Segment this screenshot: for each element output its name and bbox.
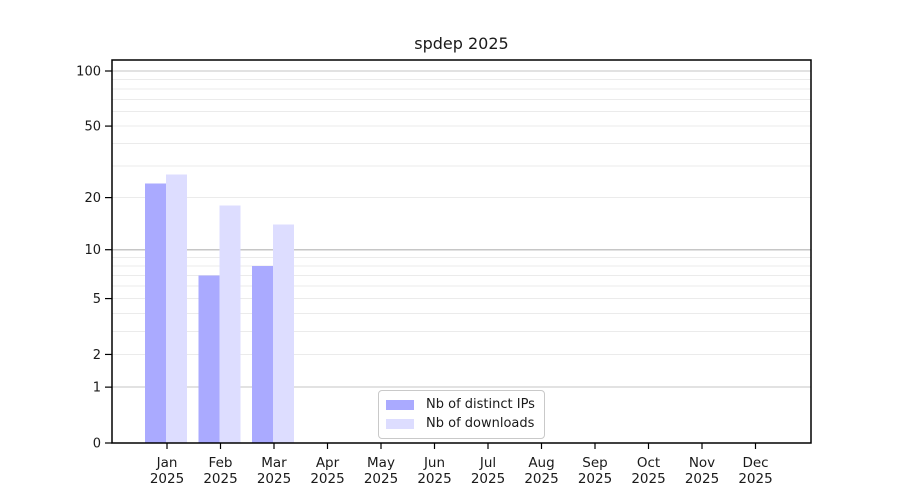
- x-axis-ticks: Jan2025Feb2025Mar2025Apr2025May2025Jun20…: [150, 443, 773, 487]
- x-tick-month: Jun: [423, 455, 445, 471]
- y-tick-label: 20: [84, 191, 101, 206]
- y-tick-label: 50: [84, 120, 101, 135]
- y-tick-label: 100: [76, 65, 101, 80]
- x-tick-year: 2025: [738, 471, 772, 487]
- bar-feb-distinct-ips: [198, 275, 220, 443]
- x-tick-year: 2025: [150, 471, 184, 487]
- legend-swatch-distinct-ips: [386, 399, 414, 410]
- x-tick-month: Nov: [689, 455, 715, 471]
- y-tick-label: 5: [93, 292, 101, 307]
- x-tick-year: 2025: [578, 471, 612, 487]
- x-tick-month: Mar: [261, 455, 287, 471]
- x-tick-year: 2025: [631, 471, 665, 487]
- x-tick-month: Apr: [316, 455, 340, 471]
- x-tick-year: 2025: [257, 471, 291, 487]
- x-tick-year: 2025: [685, 471, 719, 487]
- y-axis-ticks: 0 1 2 5 10 20 50 100: [76, 65, 112, 452]
- legend-item-downloads: Nb of downloads: [386, 415, 535, 432]
- x-tick-year: 2025: [364, 471, 398, 487]
- y-tick-label: 10: [84, 243, 101, 258]
- legend-label-downloads: Nb of downloads: [426, 416, 535, 431]
- x-tick-month: Aug: [528, 455, 554, 471]
- x-tick-month: Jan: [156, 455, 178, 471]
- bar-feb-downloads: [219, 205, 241, 443]
- legend-label-distinct-ips: Nb of distinct IPs: [426, 397, 535, 412]
- x-tick-month: Feb: [209, 455, 233, 471]
- legend-swatch-downloads: [386, 418, 414, 429]
- bar-mar-downloads: [273, 224, 294, 443]
- x-tick-year: 2025: [417, 471, 451, 487]
- x-tick-year: 2025: [310, 471, 344, 487]
- axes-box: [111, 59, 812, 444]
- chart-title: spdep 2025: [414, 34, 509, 53]
- x-tick-month: Dec: [742, 455, 768, 471]
- x-tick-year: 2025: [203, 471, 237, 487]
- x-tick-month: May: [367, 455, 395, 471]
- x-tick-year: 2025: [471, 471, 505, 487]
- y-tick-label: 2: [93, 348, 101, 363]
- bars: [145, 174, 294, 444]
- x-tick-month: Oct: [637, 455, 660, 471]
- bar-mar-distinct-ips: [252, 265, 273, 443]
- x-tick-month: Sep: [582, 455, 607, 471]
- y-tick-label: 1: [93, 381, 101, 396]
- bar-jan-downloads: [166, 174, 187, 444]
- legend-item-distinct-ips: Nb of distinct IPs: [386, 396, 535, 413]
- legend: Nb of distinct IPs Nb of downloads: [378, 390, 545, 439]
- x-tick-month: Jul: [479, 455, 496, 471]
- y-tick-label: 0: [93, 437, 101, 452]
- x-tick-year: 2025: [524, 471, 558, 487]
- bar-jan-distinct-ips: [145, 183, 166, 443]
